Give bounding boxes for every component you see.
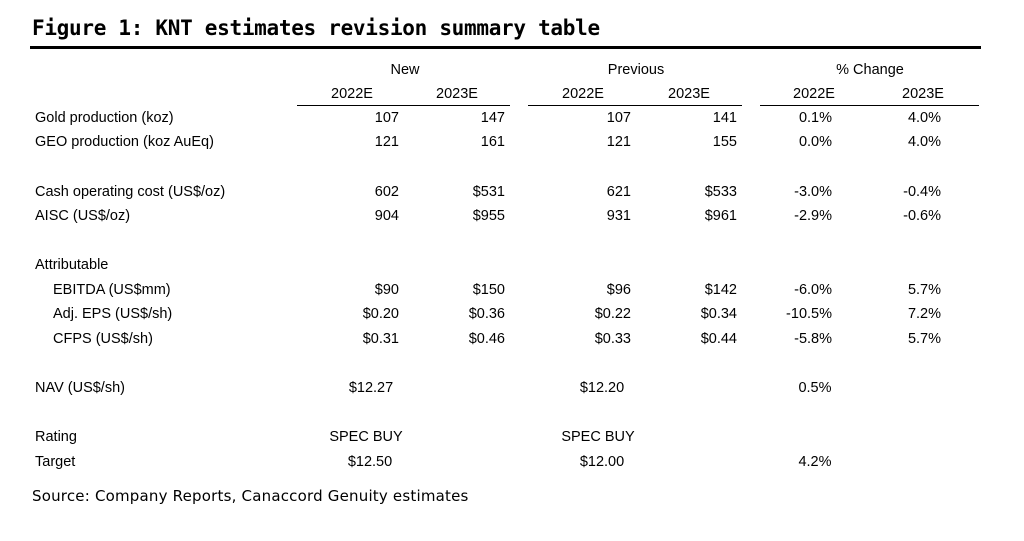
table-cell: 121 [374,134,399,150]
table-cell: -10.5% [786,306,832,322]
table-cell: 161 [480,134,505,150]
table-cell: 5.7% [907,331,941,347]
table-cell: $90 [374,282,399,298]
table-cell: -0.4% [903,184,941,200]
table-cell: $0.22 [594,306,631,322]
year-header: 2022E [793,86,835,102]
table-cell: 0.5% [798,380,832,396]
year-header: 2023E [902,86,944,102]
year-header: 2022E [562,86,604,102]
table-cell: SPEC BUY [561,429,635,445]
header-rule-previous [528,105,742,106]
table-cell: $142 [704,282,737,298]
table-cell: $0.46 [468,331,505,347]
header-rule-new [297,105,510,106]
table-cell: $12.20 [579,380,625,396]
row-label: EBITDA (US$mm) [53,282,171,298]
table-cell: 121 [606,134,631,150]
table-cell: 141 [712,110,737,126]
row-label: Cash operating cost (US$/oz) [35,184,226,200]
table-cell: -2.9% [794,208,832,224]
table-cell: 4.0% [907,110,941,126]
table-cell: 0.0% [798,134,832,150]
table-cell: $0.33 [594,331,631,347]
table-cell: SPEC BUY [329,429,403,445]
table-cell: $12.00 [579,454,625,470]
table-cell: 147 [480,110,505,126]
table-cell: $150 [472,282,505,298]
figure-title: Figure 1: KNT estimates revision summary… [32,16,600,40]
row-label: CFPS (US$/sh) [53,331,153,347]
table-cell: $0.36 [468,306,505,322]
table-cell: $0.20 [362,306,399,322]
table-cell: 107 [606,110,631,126]
table-cell: -3.0% [794,184,832,200]
row-label: Rating [35,429,77,445]
table-cell: -0.6% [903,208,941,224]
group-header-previous: Previous [607,62,665,78]
table-cell: $0.31 [362,331,399,347]
row-label: AISC (US$/oz) [35,208,131,224]
table-cell: $955 [472,208,505,224]
row-label: GEO production (koz AuEq) [35,134,214,150]
table-cell: 602 [374,184,399,200]
table-cell: $531 [472,184,505,200]
table-cell: 7.2% [907,306,941,322]
group-header-new: New [390,62,420,78]
table-cell: 931 [606,208,631,224]
table-cell: 4.0% [907,134,941,150]
table-cell: $533 [704,184,737,200]
row-label: Target [35,454,76,470]
table-cell: 4.2% [798,454,832,470]
table-cell: 107 [374,110,399,126]
table-cell: $961 [704,208,737,224]
year-header: 2023E [436,86,478,102]
table-cell: 621 [606,184,631,200]
row-label: NAV (US$/sh) [35,380,125,396]
table-cell: -6.0% [794,282,832,298]
header-rule-change [760,105,979,106]
table-cell: $96 [606,282,631,298]
table-cell: $12.27 [348,380,394,396]
table-cell: 155 [712,134,737,150]
table-cell: 904 [374,208,399,224]
row-label: Gold production (koz) [35,110,174,126]
source-note: Source: Company Reports, Canaccord Genui… [32,487,469,505]
table-cell: $12.50 [347,454,393,470]
title-rule [30,46,981,49]
table-cell: $0.44 [700,331,737,347]
row-label: Attributable [35,257,109,273]
year-header: 2023E [668,86,710,102]
table-cell: 5.7% [907,282,941,298]
table-cell: $0.34 [700,306,737,322]
year-header: 2022E [331,86,373,102]
row-label: Adj. EPS (US$/sh) [53,306,173,322]
table-cell: 0.1% [798,110,832,126]
group-header-change: % Change [836,62,904,78]
table-cell: -5.8% [794,331,832,347]
